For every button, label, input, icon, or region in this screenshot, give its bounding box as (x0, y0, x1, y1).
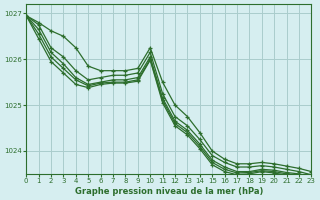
X-axis label: Graphe pression niveau de la mer (hPa): Graphe pression niveau de la mer (hPa) (75, 187, 263, 196)
